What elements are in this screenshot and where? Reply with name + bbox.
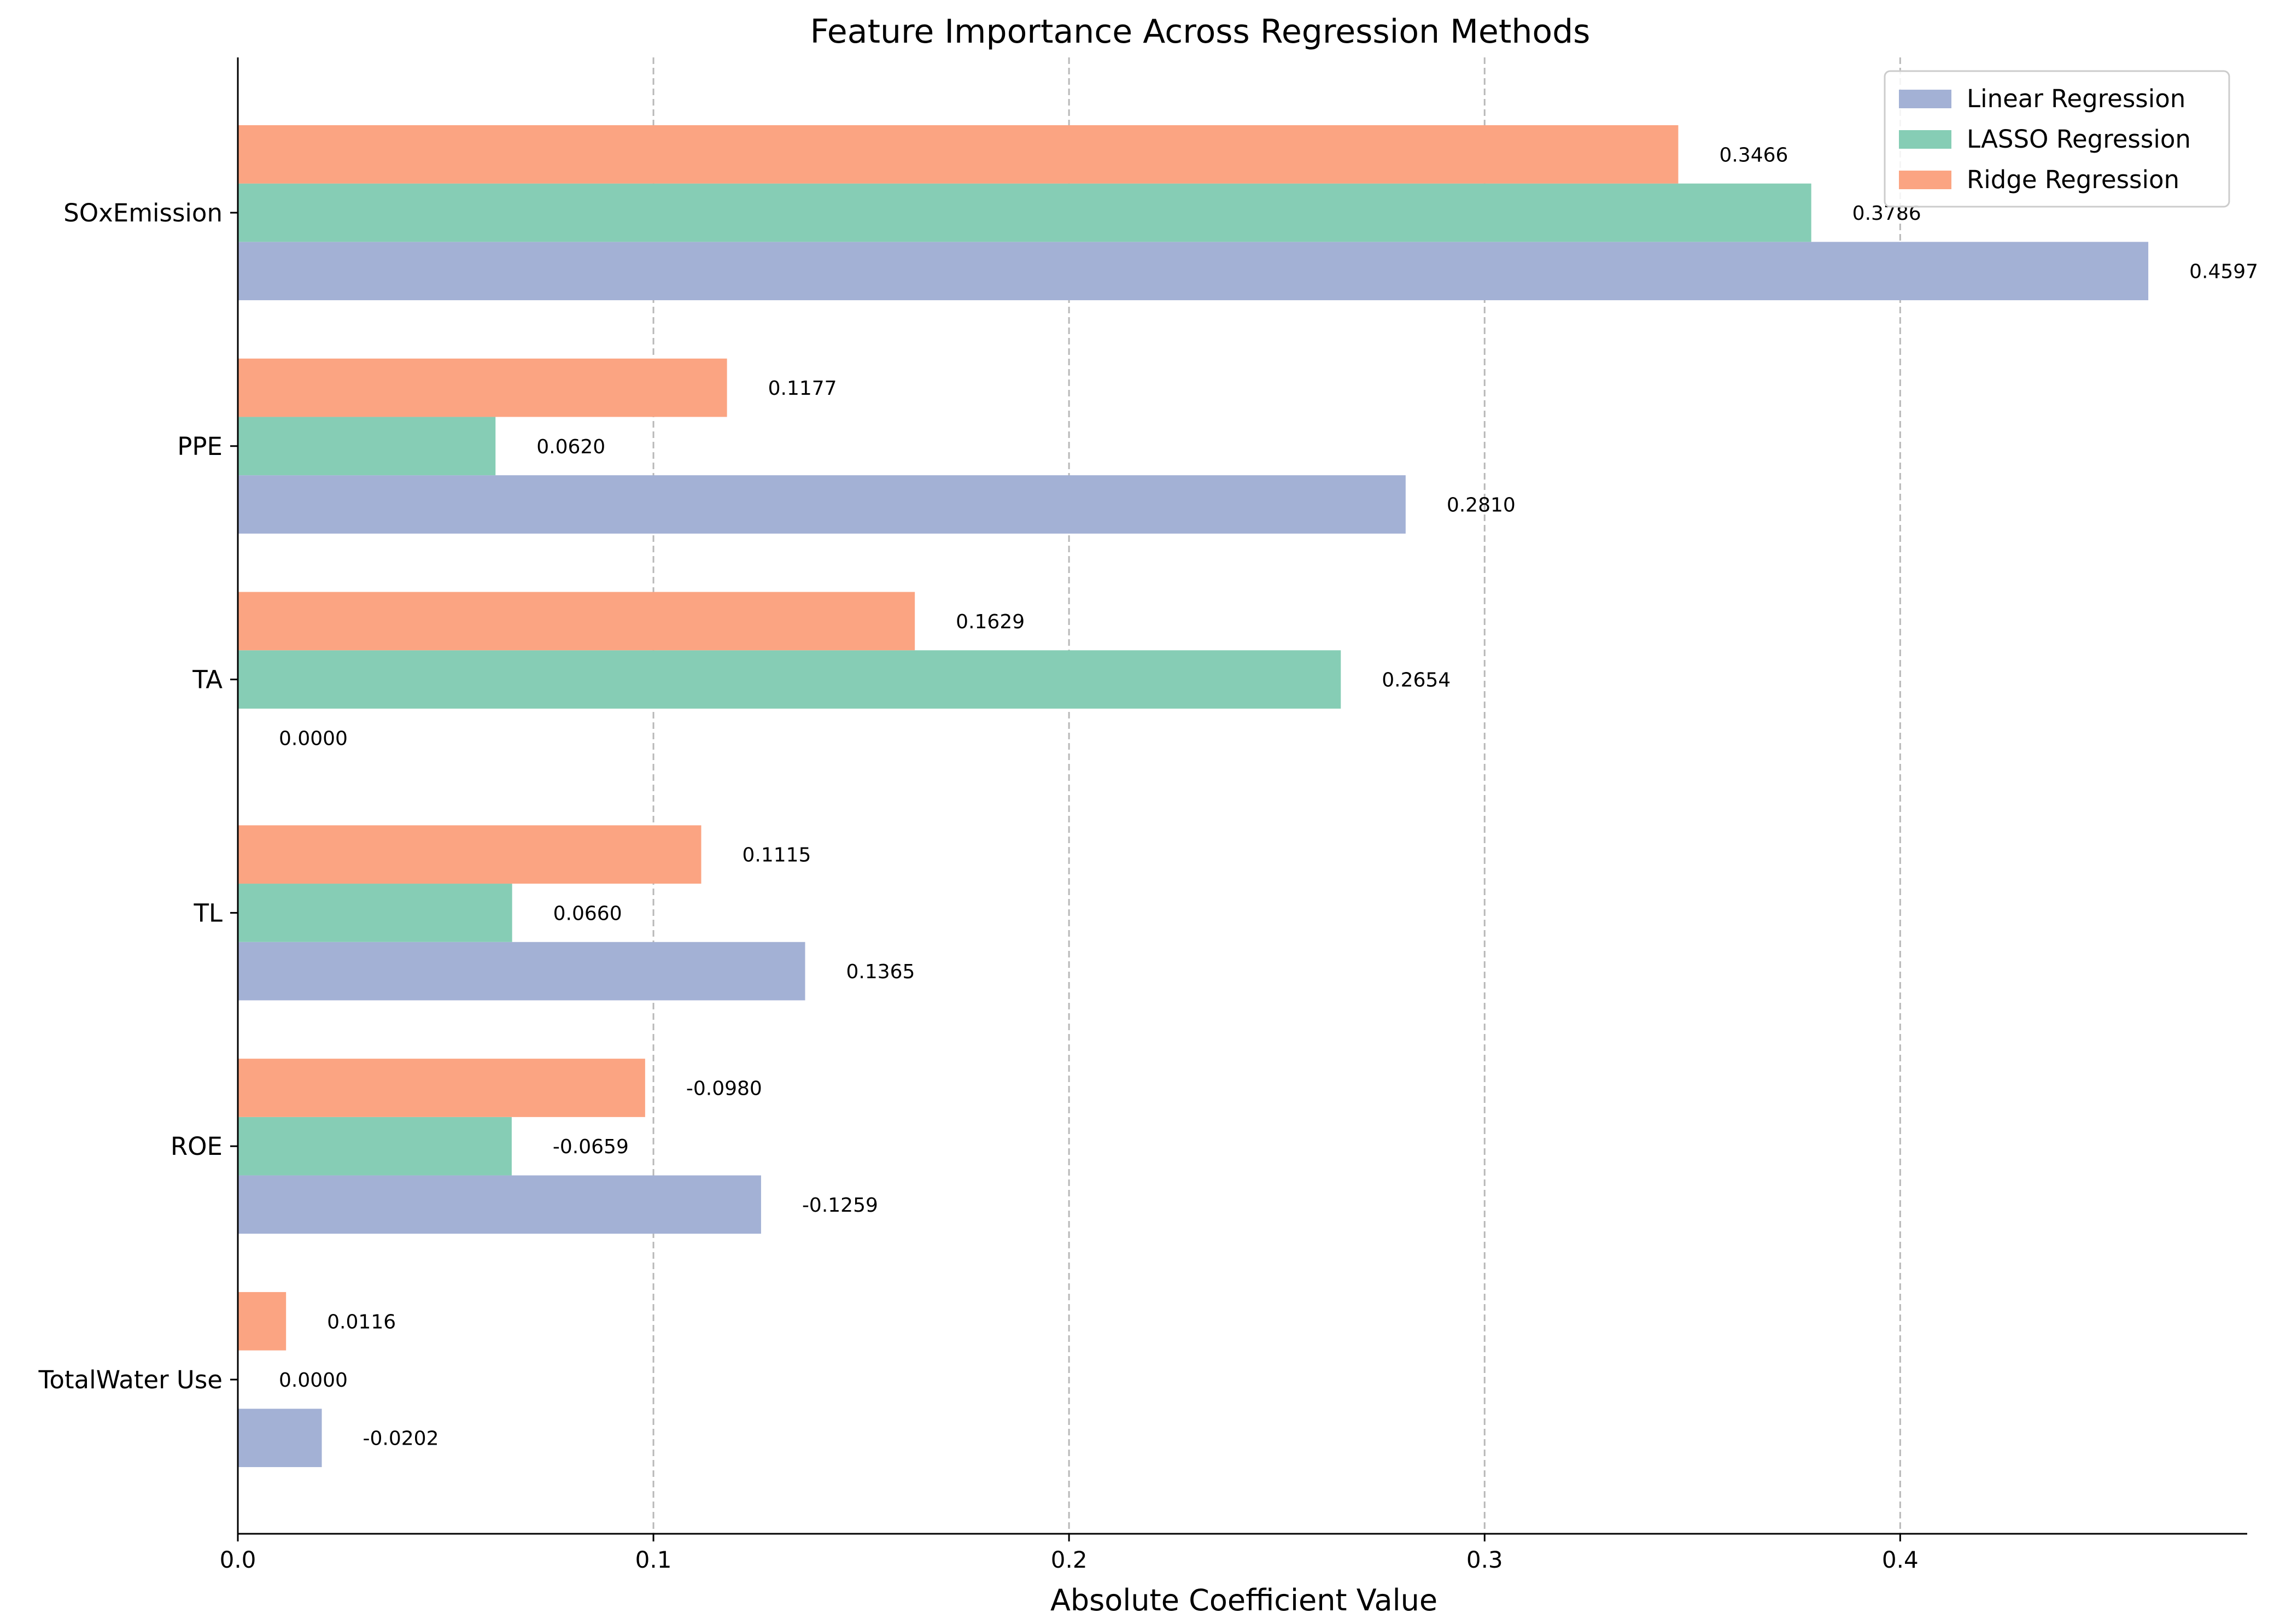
bar-ridge-regression-0 <box>238 125 1679 184</box>
bar-ridge-regression-2 <box>238 592 915 651</box>
legend-label-0: Linear Regression <box>1967 84 2185 113</box>
tick-labels: SOxEmission PPE TA TL ROE TotalWater Use 0.0 0.… <box>38 198 1919 1573</box>
gridlines <box>652 57 1901 1534</box>
data-label-ridge-regression-4: -0.0980 <box>686 1078 762 1100</box>
x-axis-label: Absolute Coefficient Value <box>1050 1583 1437 1617</box>
legend-swatch-0 <box>1899 90 1951 108</box>
legend-label-2: Ridge Regression <box>1967 165 2179 194</box>
data-label-lasso-regression-1: 0.0620 <box>536 436 605 458</box>
legend-label-1: LASSO Regression <box>1967 125 2191 154</box>
data-labels: 0.45970.37860.34660.28100.06200.11770.00… <box>279 144 2258 1450</box>
bar-lasso-regression-4 <box>238 1117 512 1176</box>
legend-swatch-2 <box>1899 171 1951 189</box>
data-label-lasso-regression-5: 0.0000 <box>279 1369 348 1392</box>
x-tick-label-4: 0.4 <box>1882 1546 1919 1573</box>
x-tick-label-1: 0.1 <box>635 1546 672 1573</box>
data-label-linear-regression-1: 0.2810 <box>1447 494 1516 517</box>
y-tick-label-0: SOxEmission <box>63 198 223 227</box>
chart-title: Feature Importance Across Regression Met… <box>810 13 1591 51</box>
bar-ridge-regression-4 <box>238 1059 645 1117</box>
data-label-ridge-regression-2: 0.1629 <box>956 611 1025 633</box>
y-tick-label-3: TL <box>193 898 223 927</box>
bar-lasso-regression-2 <box>238 650 1341 709</box>
data-label-lasso-regression-2: 0.2654 <box>1382 669 1451 692</box>
x-tick-label-2: 0.2 <box>1051 1546 1088 1573</box>
data-label-lasso-regression-3: 0.0660 <box>553 902 622 925</box>
data-label-ridge-regression-0: 0.3466 <box>1719 144 1788 166</box>
legend-swatch-1 <box>1899 130 1951 149</box>
legend-frame <box>1884 70 2230 208</box>
bar-linear-regression-3 <box>238 942 805 1001</box>
bar-linear-regression-1 <box>238 475 1406 534</box>
x-tick-label-0: 0.0 <box>220 1546 256 1573</box>
data-label-ridge-regression-3: 0.1115 <box>742 844 811 867</box>
data-label-linear-regression-0: 0.4597 <box>2189 261 2258 283</box>
bar-lasso-regression-3 <box>238 884 512 942</box>
y-tick-label-5: TotalWater Use <box>38 1365 223 1394</box>
data-label-linear-regression-3: 0.1365 <box>846 961 915 983</box>
data-label-linear-regression-5: -0.0202 <box>363 1428 439 1450</box>
bar-ridge-regression-5 <box>238 1292 287 1351</box>
bar-lasso-regression-1 <box>238 417 496 476</box>
data-label-linear-regression-4: -0.1259 <box>802 1194 878 1217</box>
y-tick-label-4: ROE <box>171 1132 223 1161</box>
data-label-ridge-regression-5: 0.0116 <box>327 1311 396 1333</box>
data-label-ridge-regression-1: 0.1177 <box>768 377 837 400</box>
y-tick-label-2: TA <box>192 665 223 694</box>
bar-linear-regression-5 <box>238 1409 322 1468</box>
data-label-linear-regression-2: 0.0000 <box>279 727 348 750</box>
bar-ridge-regression-1 <box>238 358 727 417</box>
x-tick-label-3: 0.3 <box>1466 1546 1503 1573</box>
bar-lasso-regression-0 <box>238 183 1811 242</box>
data-label-lasso-regression-4: -0.0659 <box>553 1136 629 1158</box>
bar-linear-regression-4 <box>238 1175 761 1234</box>
bar-ridge-regression-3 <box>238 825 702 884</box>
y-tick-label-1: PPE <box>177 432 223 461</box>
legend[interactable]: Linear Regression LASSO Regression Ridge R… <box>1884 70 2230 208</box>
axes <box>230 57 2247 1541</box>
bars <box>238 125 2149 1468</box>
bar-linear-regression-0 <box>238 242 2149 301</box>
